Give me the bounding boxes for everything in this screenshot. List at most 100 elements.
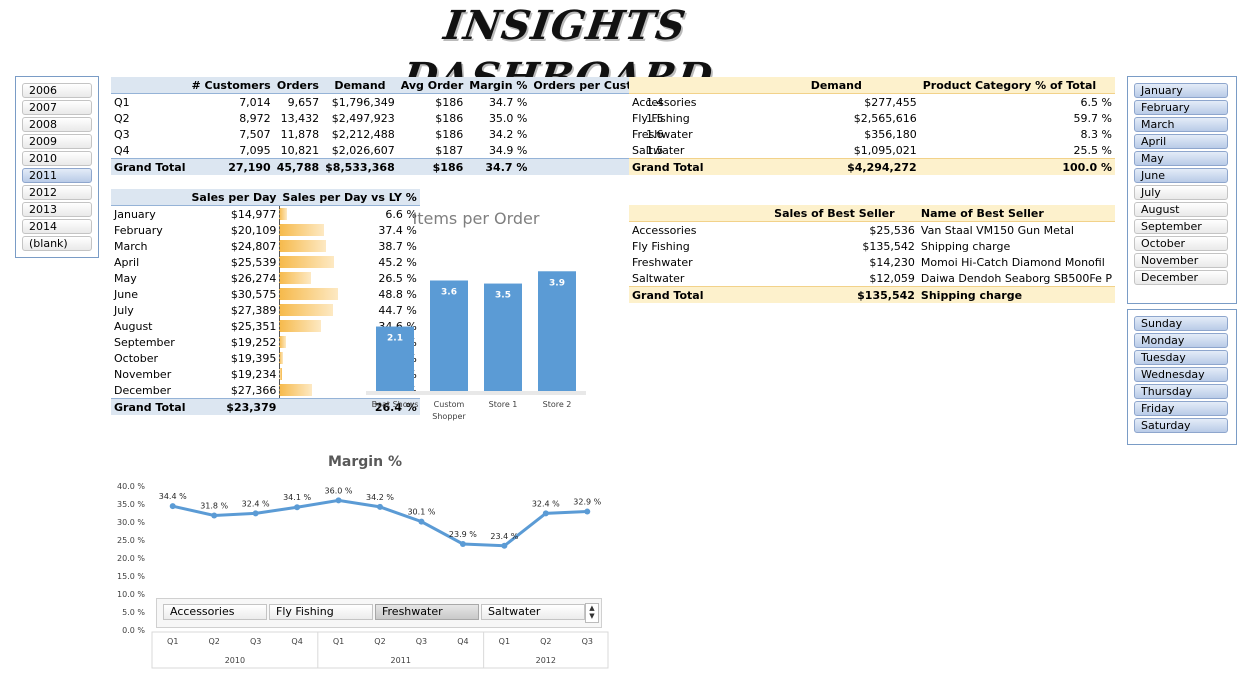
table-cell: $26,274 [230, 271, 277, 285]
x-tick-label: Q1 [333, 637, 344, 646]
data-bar-axis [279, 318, 281, 334]
pct-value: 44.7 % [378, 303, 417, 317]
category-filter-freshwater[interactable]: Freshwater [375, 604, 479, 620]
x-group-label: 2012 [536, 656, 556, 665]
grand-total-row: Grand Total $4,294,272 100.0 % [629, 158, 1115, 175]
table-row: Fly Fishing $2,565,616 59.7 % [629, 110, 1115, 126]
table-cell: 44.7 % [279, 302, 419, 318]
year-slicer-item-4[interactable]: 2010 [22, 151, 92, 166]
x-tick-label: Q1 [499, 637, 510, 646]
data-bar-axis [279, 238, 281, 254]
column-header: # Customers [188, 77, 274, 94]
table-cell: January [114, 207, 156, 221]
table-cell: 1.6 [646, 127, 664, 141]
column-header [629, 77, 753, 94]
bar [430, 280, 468, 391]
month-slicer-item-7[interactable]: August [1134, 202, 1228, 217]
weekday-slicer-item-5[interactable]: Friday [1134, 401, 1228, 416]
dashboard-title: INSIGHTS DASHBOARD [400, 2, 716, 101]
x-tick-label: Q3 [416, 637, 427, 646]
table-cell: 45.2 % [279, 254, 419, 270]
month-slicer-item-4[interactable]: May [1134, 151, 1228, 166]
year-slicer-item-9[interactable]: (blank) [22, 236, 92, 251]
x-tick-label: Q1 [167, 637, 178, 646]
month-slicer-item-10[interactable]: November [1134, 253, 1228, 268]
table-cell: $20,109 [230, 223, 277, 237]
point-value-label: 34.4 % [159, 492, 187, 501]
table-row: Fly Fishing $135,542 Shipping charge [629, 238, 1115, 254]
table-cell: June [114, 287, 138, 301]
table-cell: 48.8 % [279, 286, 419, 302]
table-cell: $2,026,607 [331, 143, 395, 157]
table-cell: $14,230 [869, 255, 915, 269]
month-slicer-item-2[interactable]: March [1134, 117, 1228, 132]
month-slicer-item-9[interactable]: October [1134, 236, 1228, 251]
column-header: Name of Best Seller [917, 205, 1115, 222]
pct-value: 38.7 % [378, 239, 417, 253]
year-slicer-item-5[interactable]: 2011 [22, 168, 92, 183]
table-cell: $12,059 [869, 271, 915, 285]
table-cell: $2,212,488 [331, 127, 395, 141]
year-slicer-item-7[interactable]: 2013 [22, 202, 92, 217]
month-slicer-item-11[interactable]: December [1134, 270, 1228, 285]
month-slicer-item-0[interactable]: January [1134, 83, 1228, 98]
year-slicer-item-6[interactable]: 2012 [22, 185, 92, 200]
filter-scroll-arrows-icon[interactable]: ▲ ▼ [585, 603, 599, 623]
data-bar [279, 352, 283, 364]
weekday-slicer-item-0[interactable]: Sunday [1134, 316, 1228, 331]
month-slicer-item-3[interactable]: April [1134, 134, 1228, 149]
month-slicer-item-1[interactable]: February [1134, 100, 1228, 115]
table-cell: $19,395 [230, 351, 277, 365]
table-row: January $14,977 6.6 % [111, 206, 420, 222]
bar-value-label: 3.6 [441, 287, 457, 297]
table-cell: April [114, 255, 140, 269]
month-slicer-item-6[interactable]: July [1134, 185, 1228, 200]
y-tick-label: 0.0 % [122, 626, 145, 635]
table-cell: Saltwater [632, 143, 685, 157]
category-filter-fly-fishing[interactable]: Fly Fishing [269, 604, 373, 620]
bar [538, 271, 576, 391]
data-bar-axis [279, 382, 281, 398]
weekday-slicer-item-1[interactable]: Monday [1134, 333, 1228, 348]
table-cell: Q1 [114, 95, 130, 109]
line-point [542, 510, 549, 517]
category-filter-saltwater[interactable]: Saltwater [481, 604, 585, 620]
year-slicer-item-0[interactable]: 2006 [22, 83, 92, 98]
table-cell: $23,379 [188, 398, 280, 415]
month-slicer-item-5[interactable]: June [1134, 168, 1228, 183]
data-bar [279, 256, 334, 268]
table-cell: $27,389 [230, 303, 277, 317]
table-cell: 1.4 [646, 95, 664, 109]
x-axis-frame [151, 631, 609, 669]
table-cell: $186 [435, 111, 464, 125]
column-header: Demand [322, 77, 398, 94]
column-header: Orders [273, 77, 323, 94]
y-tick-label: 40.0 % [117, 482, 145, 491]
y-tick-label: 15.0 % [117, 572, 145, 581]
table-cell: 34.9 % [488, 143, 528, 157]
table-cell: $14,977 [230, 207, 277, 221]
bar-value-label: 3.5 [495, 291, 511, 301]
month-slicer-item-8[interactable]: September [1134, 219, 1228, 234]
weekday-slicer-item-6[interactable]: Saturday [1134, 418, 1228, 433]
y-tick-label: 25.0 % [117, 536, 145, 545]
data-bar [279, 208, 288, 220]
table-row: Q4 7,095 10,821 $2,026,607 $187 34.9 % 1.5 [111, 142, 667, 159]
table-row: Saltwater $12,059 Daiwa Dendoh Seaborg SB5… [629, 270, 1115, 287]
data-bar [279, 224, 325, 236]
category-filter-accessories[interactable]: Accessories [163, 604, 267, 620]
year-slicer-item-3[interactable]: 2009 [22, 134, 92, 149]
table-cell: March [114, 239, 148, 253]
weekday-slicer-item-4[interactable]: Thursday [1134, 384, 1228, 399]
line-point [418, 518, 425, 525]
year-slicer-item-1[interactable]: 2007 [22, 100, 92, 115]
y-tick-label: 10.0 % [117, 590, 145, 599]
table-cell: Daiwa Dendoh Seaborg SB500Fe P [920, 271, 1112, 285]
x-tick-label: Q3 [582, 637, 593, 646]
year-slicer-item-8[interactable]: 2014 [22, 219, 92, 234]
table-row: August $25,351 34.6 % [111, 318, 420, 334]
weekday-slicer-item-2[interactable]: Tuesday [1134, 350, 1228, 365]
point-value-label: 32.4 % [532, 499, 560, 508]
weekday-slicer-item-3[interactable]: Wednesday [1134, 367, 1228, 382]
year-slicer-item-2[interactable]: 2008 [22, 117, 92, 132]
